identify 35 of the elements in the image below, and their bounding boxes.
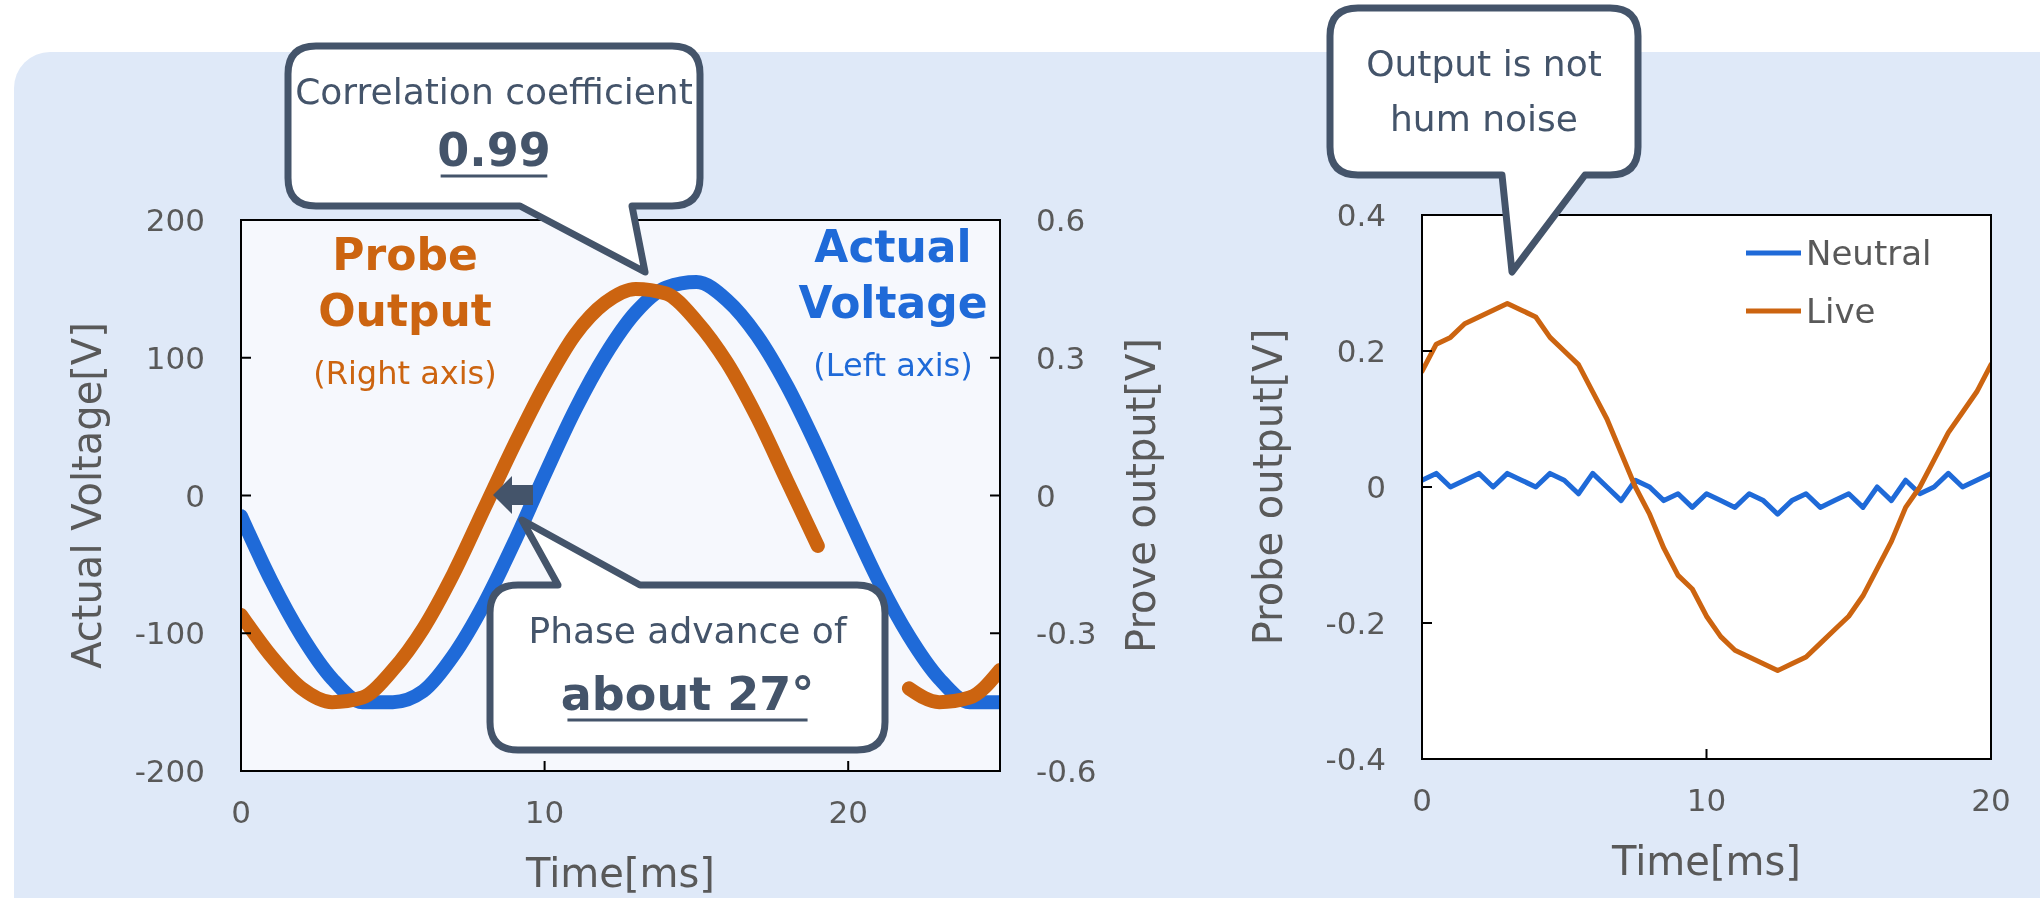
y2-tick-label: 0.3 xyxy=(1036,339,1086,376)
y-axis-title: Probe output[V] xyxy=(1245,328,1291,646)
y-tick-label: -200 xyxy=(134,753,205,789)
x-tick-label: 10 xyxy=(1686,782,1727,818)
y-tick-label: -0.2 xyxy=(1325,605,1386,641)
x-tick-label: 10 xyxy=(524,794,565,830)
x-tick-label: 20 xyxy=(1971,782,2011,818)
x-axis-title: Time[ms] xyxy=(525,850,715,896)
y-tick-label: 0 xyxy=(1366,469,1386,505)
y2-tick-label: 0.6 xyxy=(1036,202,1086,238)
series-label: Probe Output xyxy=(318,229,492,336)
x-tick-label: 0 xyxy=(1412,782,1432,818)
y-axis-title: Actual Voltage[V] xyxy=(64,322,110,669)
y-tick-label: -100 xyxy=(134,615,205,652)
annotation: (Left axis) xyxy=(813,346,973,384)
annotation: Phase advance of about 27° xyxy=(528,610,848,721)
y-tick-label: 200 xyxy=(145,202,205,238)
text: Correlation coefficient 0.99 xyxy=(295,71,693,177)
y-tick-label: -0.4 xyxy=(1325,741,1386,777)
x-axis-title: Time[ms] xyxy=(1611,838,1801,884)
x-tick-label: 0 xyxy=(231,794,251,830)
y-tick-label: 0 xyxy=(185,477,205,514)
annotation: (Right axis) xyxy=(313,354,497,392)
y2-axis-title: Prove output[V] xyxy=(1118,338,1164,653)
y2-tick-label: -0.3 xyxy=(1036,615,1097,652)
x-tick-label: 20 xyxy=(828,794,868,830)
y2-tick-label: 0 xyxy=(1036,477,1056,514)
y-tick-label: 100 xyxy=(145,339,205,376)
y2-tick-label: -0.6 xyxy=(1036,753,1097,789)
series-label: Actual Voltage xyxy=(798,221,988,328)
y-tick-label: 0.4 xyxy=(1336,197,1386,233)
legend-label: Live xyxy=(1806,291,1876,331)
legend-label: Neutral xyxy=(1806,233,1932,273)
y-tick-label: 0.2 xyxy=(1336,333,1386,369)
text: Output is not hum noise xyxy=(1366,43,1602,139)
